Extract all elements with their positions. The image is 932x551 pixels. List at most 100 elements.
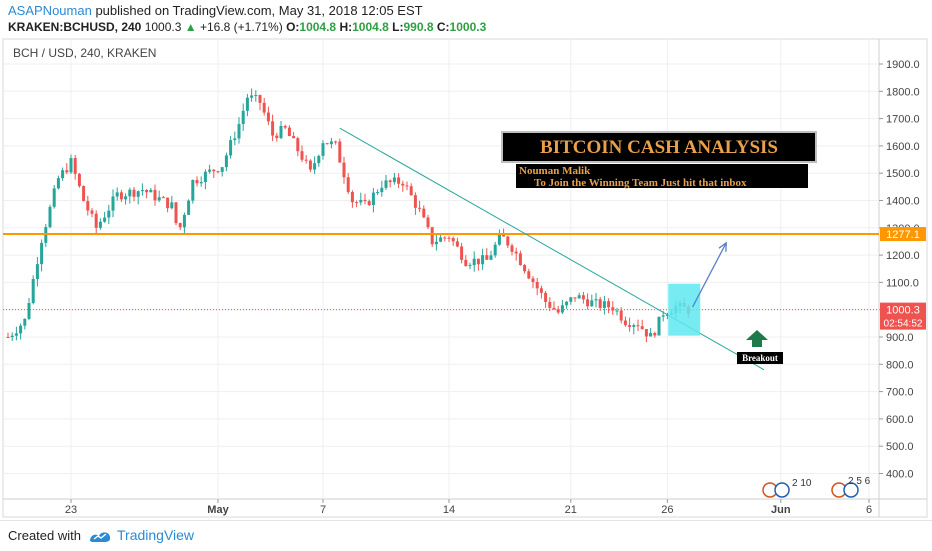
candle-body <box>283 125 287 128</box>
candle-body <box>132 189 136 197</box>
candle-body <box>598 299 602 308</box>
candle-body <box>216 171 220 173</box>
candle-body <box>6 337 10 338</box>
candle-body <box>258 95 262 103</box>
candle-body <box>476 258 480 265</box>
candle-body <box>384 180 388 188</box>
up-arrow-icon: ▲ <box>184 20 197 34</box>
event-badges[interactable]: 2 10 2 5 6 <box>762 476 871 498</box>
low-value: 990.8 <box>403 20 434 34</box>
price-chart[interactable]: 1900.01800.01700.01600.01500.01400.01300… <box>0 38 932 520</box>
candle-body <box>19 325 23 334</box>
created-with-label: Created with <box>8 528 81 543</box>
grid-lines <box>3 39 879 499</box>
candle-body <box>275 135 279 139</box>
candle-body <box>602 301 606 308</box>
candle-body <box>426 217 430 228</box>
support-price-tag[interactable]: 1277.1 <box>880 227 926 242</box>
candle-body <box>586 299 590 307</box>
author-link[interactable]: ASAPNouman <box>8 3 92 18</box>
price-tick-label: 1500.0 <box>886 168 920 180</box>
price-tick-label: 1200.0 <box>886 250 920 262</box>
event-flag-icon[interactable] <box>843 482 859 498</box>
candle-body <box>48 206 52 228</box>
candle-body <box>136 191 140 197</box>
candle-body <box>514 251 518 254</box>
price-tick-label: 900.0 <box>886 332 914 344</box>
price-tick-label: 600.0 <box>886 414 914 426</box>
candle-body <box>544 292 548 302</box>
candle-body <box>367 201 371 206</box>
candle-body <box>376 192 380 194</box>
candle-body <box>388 180 392 183</box>
candle-body <box>472 258 476 266</box>
candle-body <box>245 97 249 111</box>
low-label: L: <box>392 20 404 34</box>
candle-body <box>266 112 270 122</box>
candle-body <box>661 315 665 317</box>
candle-body <box>363 199 367 202</box>
candle-body <box>325 143 329 145</box>
tradingview-link[interactable]: TradingView <box>117 527 195 543</box>
event-flag-icon[interactable] <box>774 482 790 498</box>
candle-body <box>56 178 60 189</box>
published-text: published on TradingView.com, May 31, 20… <box>95 3 423 18</box>
candle-body <box>212 169 216 172</box>
candle-body <box>170 202 174 209</box>
candle-body <box>178 223 182 228</box>
candle-body <box>296 138 300 152</box>
current-price-tag[interactable]: 1000.3 02:54:52 <box>880 302 926 330</box>
candle-body <box>569 297 573 302</box>
up-arrow-icon <box>746 330 768 347</box>
candle-body <box>430 227 434 245</box>
price-tick-label: 800.0 <box>886 359 914 371</box>
candle-body <box>321 143 325 156</box>
time-tick-label: 14 <box>443 504 455 516</box>
time-tick-label: 21 <box>565 504 577 516</box>
time-axis[interactable]: 23 May 7 14 21 26 Jun 6 <box>65 499 872 516</box>
candle-body <box>182 214 186 228</box>
breakout-highlight[interactable] <box>668 283 701 336</box>
tradingview-logo-icon[interactable] <box>88 529 112 543</box>
candle-body <box>447 237 451 239</box>
time-tick-label: May <box>207 504 229 516</box>
candle-body <box>573 297 577 299</box>
candle-body <box>119 192 123 200</box>
candle-body <box>237 124 241 139</box>
candle-body <box>334 141 338 143</box>
candle-body <box>380 187 384 193</box>
candle-body <box>23 318 27 326</box>
breakout-label: Breakout <box>742 353 778 363</box>
candle-body <box>161 197 165 199</box>
analysis-title: BITCOIN CASH ANALYSIS <box>540 137 778 158</box>
candle-body <box>262 102 266 113</box>
candle-body <box>577 295 581 299</box>
candle-body <box>523 265 527 272</box>
candle-body <box>111 196 115 211</box>
candle-body <box>69 158 73 173</box>
candle-body <box>451 238 455 242</box>
candle-body <box>527 271 531 279</box>
candle-body <box>401 183 405 186</box>
projection-arrowhead-icon <box>718 241 727 252</box>
candle-body <box>371 192 375 206</box>
event-badge-count: 2 5 6 <box>848 476 871 487</box>
candle-body <box>628 325 632 327</box>
close-value: 1000.3 <box>449 20 487 34</box>
candle-body <box>220 167 224 172</box>
projection-arrow-line[interactable] <box>692 242 727 308</box>
price-tick-label: 700.0 <box>886 387 914 399</box>
candle-body <box>455 241 459 247</box>
candle-body <box>65 170 69 173</box>
candle-body <box>565 301 569 306</box>
candle-body <box>434 241 438 245</box>
candle-body <box>556 309 560 313</box>
candle-body <box>619 310 623 321</box>
time-tick-label: Jun <box>771 504 791 516</box>
candle-body <box>195 180 199 184</box>
candle-body <box>86 201 90 211</box>
candle-body <box>27 303 31 319</box>
close-label: C: <box>436 20 450 34</box>
candle-body <box>203 171 207 183</box>
chart-header: ASAPNouman published on TradingView.com,… <box>0 0 932 38</box>
